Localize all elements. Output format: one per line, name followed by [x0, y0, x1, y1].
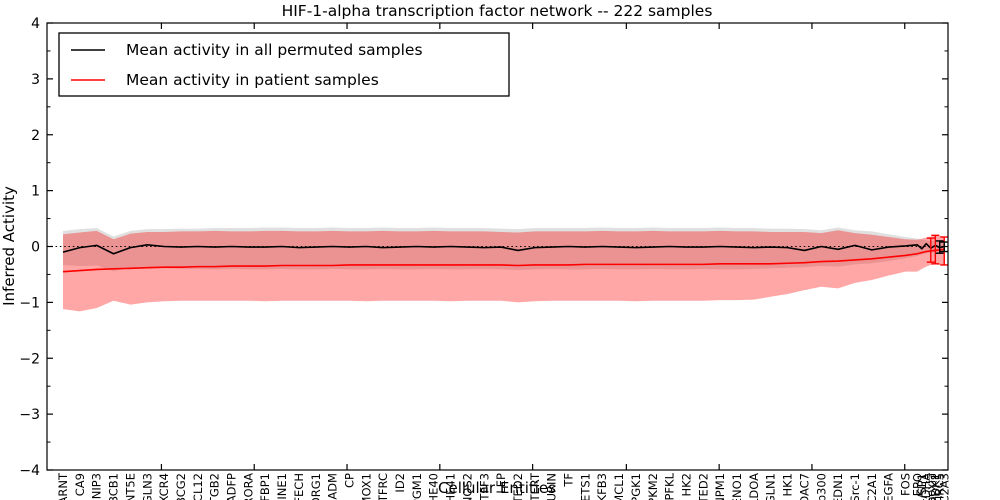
entity-label: CP — [342, 473, 356, 488]
entity-label: CA9 — [73, 473, 87, 496]
entity-label: TF — [562, 473, 576, 488]
entity-label: HIF1A/ARNT and response to hypoxia — [924, 473, 938, 500]
entity-label: CXCR4 — [157, 473, 171, 500]
y-tick-labels: 4 3 2 1 0 −1 −2 −3 −4 — [19, 16, 40, 479]
entity-label: HK1 — [781, 473, 795, 497]
entity-label: HIF1A/ARNT/Cbp/p300/Src-1 — [848, 473, 862, 500]
entity-label: IGFBP1 — [258, 473, 272, 500]
error-bars — [926, 234, 949, 266]
entity-label: PGK1 — [629, 473, 643, 500]
entity-label: NOS2 — [460, 473, 474, 500]
entity-label: ALDOA — [747, 473, 761, 500]
entity-label: Cbp/p300/CITED2 — [511, 473, 525, 500]
permuted-band — [63, 227, 945, 272]
patient-mean-line — [62, 248, 945, 273]
entity-label: ADFP — [225, 473, 239, 500]
y-tick-label: 1 — [31, 184, 40, 200]
legend-permuted-label: Mean activity in all permuted samples — [126, 41, 423, 59]
mean-activity-lines — [62, 242, 945, 273]
legend: Mean activity in all permuted samples Me… — [58, 32, 510, 97]
entity-label: HIF1A/ARNT/SMAD3/SMAD4/SP1 — [915, 473, 929, 500]
entity-label: EGLN1 — [764, 473, 778, 500]
error-bar — [931, 234, 940, 265]
entity-label: SLC2A3 — [937, 473, 951, 500]
entity-label: CXCL12 — [191, 473, 205, 500]
entity-label: HIF1A/ARNT/Cbp/p300/HDAC7 — [797, 473, 811, 500]
entity-label: SLC2A1 — [865, 473, 879, 500]
entity-label: ABCB1 — [107, 473, 121, 500]
entity-label: FOS — [899, 473, 913, 496]
entity-label: BHLHE40 — [427, 473, 441, 500]
entity-label: ID2 — [393, 473, 407, 493]
entity-label: ADM — [326, 473, 340, 500]
x-entity-labels: HIF1A/ARNTCA9BNIP3ABCB1NT5EEGLN3CXCR4ABC… — [56, 472, 951, 500]
confidence-bands — [63, 227, 945, 312]
entity-label: HMOX1 — [359, 473, 373, 500]
entity-label: MCL1 — [612, 473, 626, 500]
y-tick-label: 0 — [31, 240, 40, 256]
entity-label: ITGB2 — [208, 473, 222, 500]
entity-label: HIF1A/ARNT/Cbp/p300 — [814, 473, 828, 500]
axis-ticks — [47, 22, 948, 471]
permuted-mean-line — [62, 242, 945, 255]
patient-band — [63, 230, 945, 312]
entity-label: TFF3 — [477, 473, 491, 500]
error-bar — [935, 240, 944, 254]
entity-label: EPO — [910, 473, 924, 496]
entity-label: PGM1 — [410, 473, 424, 500]
y-tick-label: 4 — [31, 16, 40, 32]
entity-label: HIF1A/ARNT — [56, 472, 70, 500]
error-bar — [926, 237, 935, 263]
entity-label: PFKFB3 — [595, 473, 609, 500]
entity-label: NT5E — [123, 473, 137, 500]
y-tick-label: −4 — [19, 463, 40, 479]
y-tick-label: −2 — [19, 351, 40, 367]
chart-title: HIF-1-alpha transcription factor network… — [282, 2, 713, 20]
entity-label: LEP — [494, 473, 508, 494]
y-tick-label: −3 — [19, 407, 40, 423]
entity-label: ETS1 — [578, 473, 592, 500]
y-tick-label: −1 — [19, 295, 40, 311]
legend-box — [58, 32, 510, 97]
x-axis-label: Cellular Entities — [438, 479, 556, 497]
entity-label: NDRG1 — [309, 473, 323, 500]
entity-label: TFRC — [376, 473, 390, 500]
entity-label: BHLHE41 — [444, 473, 458, 500]
entity-label: BIRC5 — [933, 473, 947, 500]
entity-label: ENO1 — [730, 473, 744, 500]
entity-label: FURIN — [545, 473, 559, 500]
entity-label: CITED2 — [696, 473, 710, 500]
entity-label: EDN1 — [831, 473, 845, 500]
entity-label: VEGFA — [882, 473, 896, 500]
y-axis-label: Inferred Activity — [0, 186, 18, 306]
entity-label: NPM1 — [713, 473, 727, 500]
entity-label: RORA — [241, 473, 255, 500]
entity-label: TERT — [528, 472, 542, 500]
entity-label: BNIP3 — [90, 473, 104, 500]
entity-label: SERPINE1 — [275, 473, 289, 500]
y-tick-label: 2 — [31, 128, 40, 144]
entity-label: HK2 — [679, 473, 693, 497]
entity-label: PDK1 — [928, 473, 942, 500]
y-tick-label: 3 — [31, 72, 40, 88]
entity-label: FECH — [292, 473, 306, 500]
entity-label: ABCG2 — [174, 473, 188, 500]
entity-label: LDHA — [919, 473, 933, 500]
legend-patient-label: Mean activity in patient samples — [126, 71, 379, 89]
entity-label: PKM2 — [646, 473, 660, 500]
entity-label: PFKL — [663, 472, 677, 500]
entity-label: EGLN3 — [140, 473, 154, 500]
